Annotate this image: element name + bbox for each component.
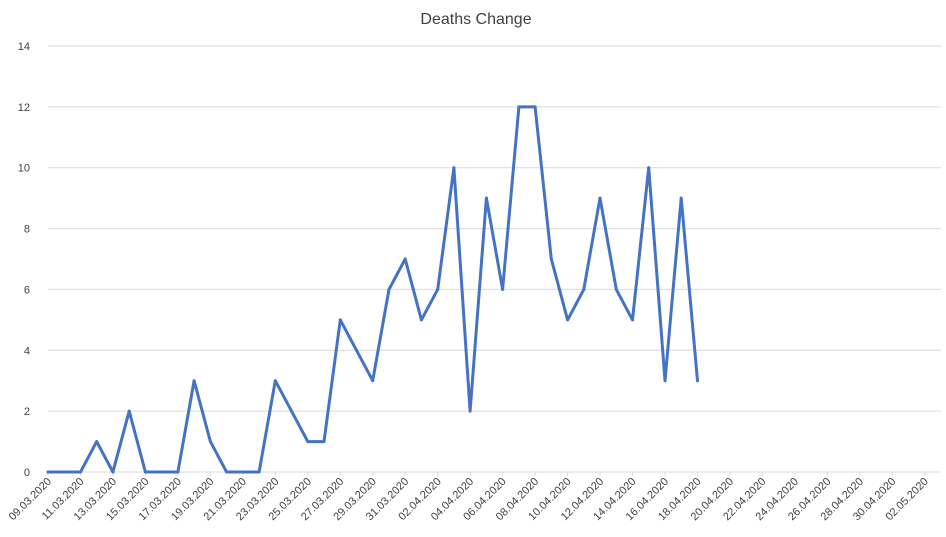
y-tick-label: 2: [24, 406, 30, 418]
data-point: [257, 470, 261, 474]
data-point: [127, 409, 131, 413]
series-layer: [46, 105, 699, 474]
data-point: [679, 196, 683, 200]
data-point: [160, 470, 164, 474]
data-point: [143, 470, 147, 474]
x-axis-ticks: 09.03.202011.03.202013.03.202015.03.2020…: [7, 472, 931, 523]
data-point: [355, 348, 358, 352]
data-point: [403, 257, 407, 261]
data-point: [290, 409, 293, 413]
y-axis-ticks: 0 2 4 6 8 10 12 14: [18, 41, 30, 479]
y-tick-label: 12: [18, 102, 30, 114]
data-point: [582, 287, 586, 291]
data-point: [468, 409, 472, 413]
data-point: [419, 318, 423, 322]
y-tick-label: 10: [18, 163, 30, 175]
y-tick-label: 14: [18, 41, 30, 53]
data-point: [176, 470, 180, 474]
data-point: [696, 379, 699, 383]
data-point: [387, 287, 391, 291]
data-point: [501, 287, 505, 291]
data-point: [549, 257, 553, 261]
gridlines: [48, 45, 941, 473]
data-point: [273, 379, 277, 383]
data-point: [484, 196, 488, 200]
data-point: [533, 105, 537, 109]
data-point: [371, 379, 375, 383]
data-point: [208, 440, 212, 444]
data-point: [46, 470, 50, 474]
data-point: [614, 287, 618, 291]
data-point: [306, 440, 310, 444]
data-point: [111, 470, 115, 474]
y-tick-label: 4: [24, 345, 30, 357]
data-point: [79, 470, 82, 474]
data-point: [192, 379, 196, 383]
data-point: [62, 470, 66, 474]
y-tick-label: 0: [24, 467, 30, 479]
data-point: [436, 287, 440, 291]
data-point: [95, 440, 99, 444]
data-point: [631, 318, 634, 322]
data-point: [663, 379, 667, 383]
data-point: [322, 440, 326, 444]
data-point: [566, 318, 570, 322]
y-tick-label: 6: [24, 284, 30, 296]
y-tick-label: 8: [24, 224, 30, 236]
data-point: [241, 470, 245, 474]
data-point: [452, 166, 456, 170]
data-point: [225, 470, 229, 474]
data-point: [647, 166, 651, 170]
chart-title: Deaths Change: [420, 11, 531, 28]
data-point: [517, 105, 521, 109]
data-point: [338, 318, 342, 322]
data-point: [598, 196, 602, 200]
